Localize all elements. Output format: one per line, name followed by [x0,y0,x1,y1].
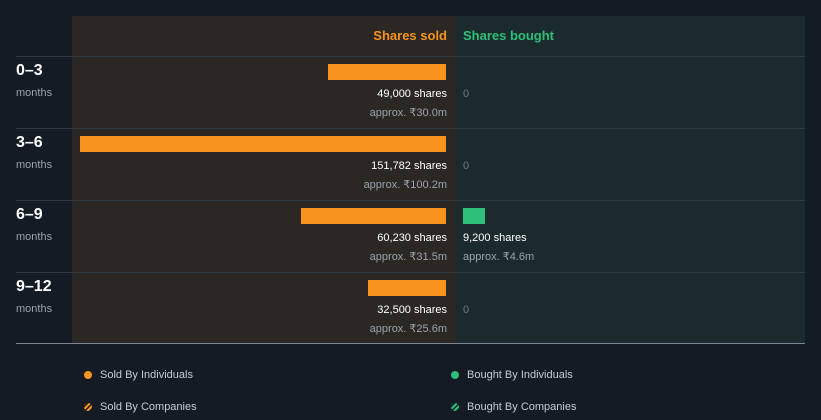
row-divider [16,128,805,129]
row-divider [16,272,805,273]
bought-bar [463,208,485,224]
sold-shares-label: 60,230 shares [377,232,447,244]
bought-zero-label: 0 [463,88,470,100]
shares-sold-header: Shares sold [373,28,447,43]
period-unit: months [16,231,53,243]
bought-shares-label: 9,200 shares [463,232,527,244]
legend-bought-by-companies: Bought By Companies [451,401,576,413]
period-9-12: 9–12 months [16,277,52,315]
sold-shares-label: 151,782 shares [371,160,447,172]
period-label: 6–9 [16,206,43,223]
legend-label: Sold By Companies [100,401,197,413]
period-unit: months [16,87,53,99]
legend-dot-icon [84,371,92,379]
period-unit: months [16,303,53,315]
legend-dot-icon [451,371,459,379]
bought-zero-label: 0 [463,304,470,316]
row-divider [16,56,805,57]
sold-shares-label: 32,500 shares [377,304,447,316]
sold-value-label: approx. ₹30.0m [369,107,447,119]
period-label: 3–6 [16,134,43,151]
period-label: 9–12 [16,278,52,295]
sold-bar [80,136,446,152]
period-label: 0–3 [16,62,43,79]
chart-baseline [16,343,805,344]
sold-value-label: approx. ₹100.2m [363,179,447,191]
legend-sold-by-individuals: Sold By Individuals [84,369,193,381]
sold-bar [301,208,446,224]
row-divider [16,200,805,201]
legend-bought-by-individuals: Bought By Individuals [451,369,573,381]
period-6-9: 6–9 months [16,205,52,243]
sold-shares-label: 49,000 shares [377,88,447,100]
sold-value-label: approx. ₹31.5m [369,251,447,263]
period-unit: months [16,159,53,171]
period-3-6: 3–6 months [16,133,52,171]
sold-bar [328,64,446,80]
shares-bought-header: Shares bought [463,28,555,43]
legend-hatched-dot-icon [84,403,92,411]
legend-sold-by-companies: Sold By Companies [84,401,197,413]
legend-label: Bought By Companies [467,401,577,413]
sold-bar [368,280,446,296]
shares-bought-panel [455,16,805,343]
legend-label: Bought By Individuals [467,369,573,381]
legend-hatched-dot-icon [451,403,459,411]
legend-label: Sold By Individuals [100,369,193,381]
bought-value-label: approx. ₹4.6m [463,251,535,263]
sold-value-label: approx. ₹25.6m [369,323,447,335]
period-0-3: 0–3 months [16,61,52,99]
bought-zero-label: 0 [463,160,470,172]
